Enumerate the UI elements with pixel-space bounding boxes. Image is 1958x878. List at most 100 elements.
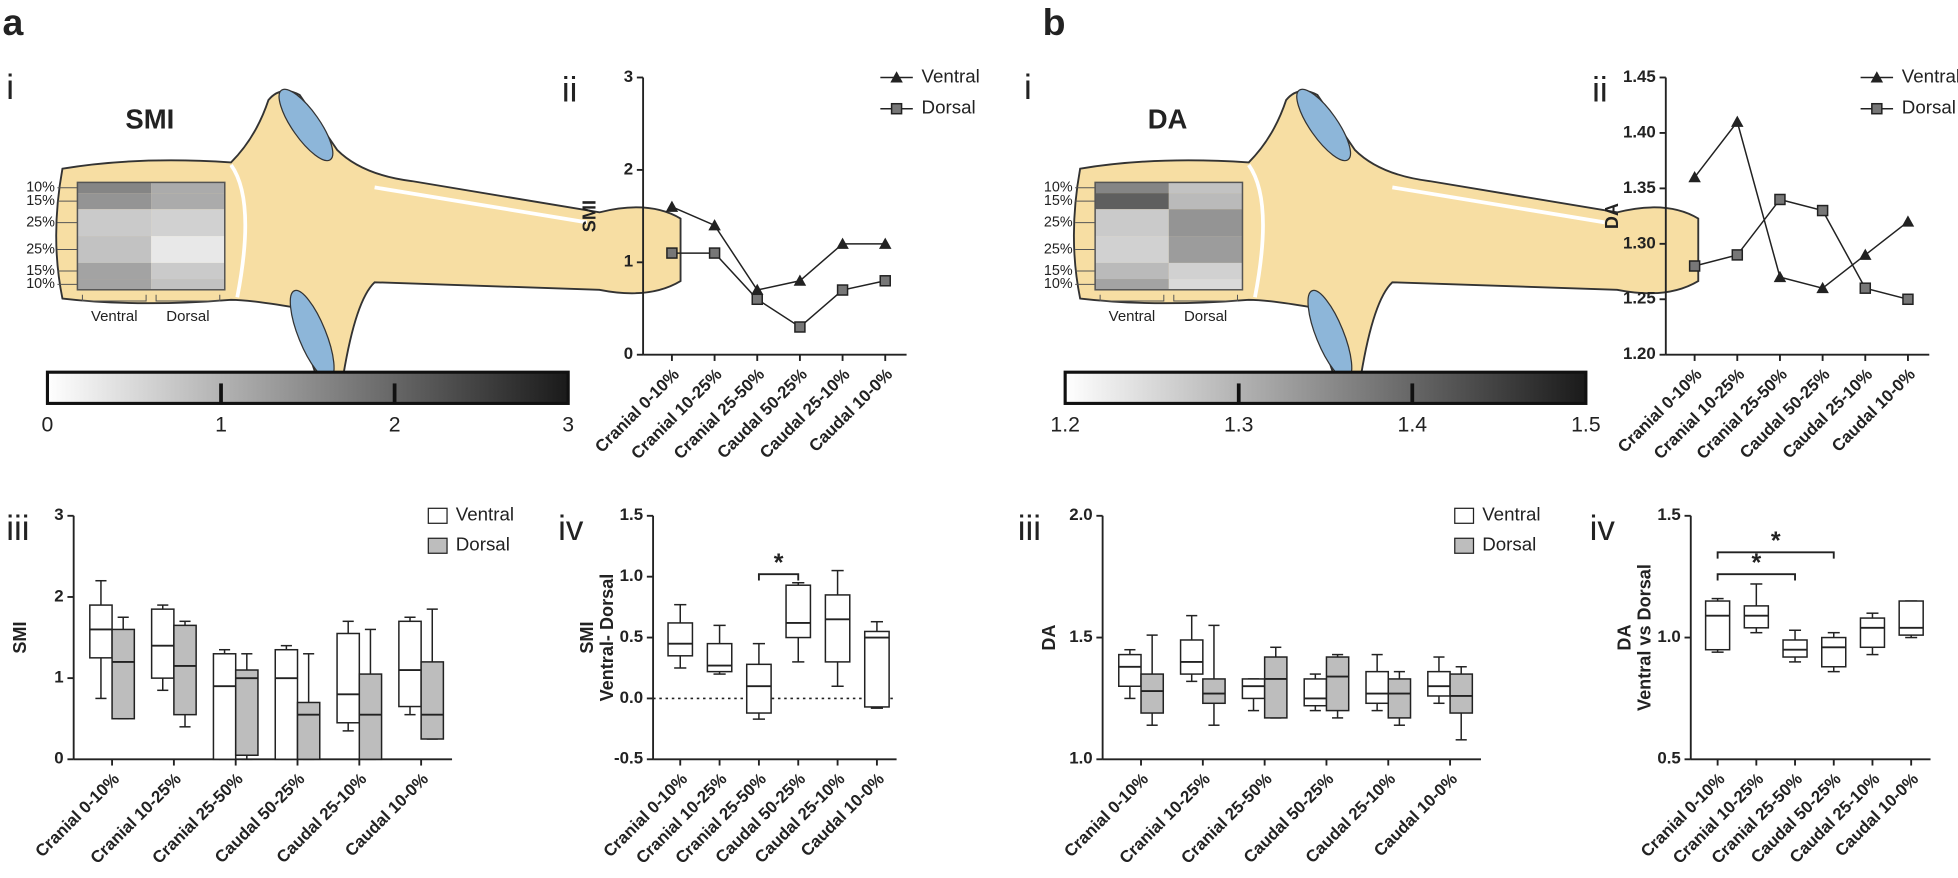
marker	[666, 247, 678, 259]
y-tick-label: 1.0	[1657, 627, 1680, 646]
y-axis-label: Ventral vs Dorsal	[1635, 564, 1655, 711]
marker	[836, 284, 849, 296]
colorbar-tick-label: 1.2	[1050, 413, 1080, 436]
colorbar-tick-label: 1.3	[1224, 413, 1254, 436]
heatmap-cell	[1168, 209, 1243, 237]
marker	[793, 274, 807, 286]
heatmap-cell	[77, 193, 152, 210]
box	[1821, 636, 1847, 668]
heatmap-cell	[77, 236, 152, 263]
heatmap-cell	[1168, 279, 1243, 290]
marker	[1859, 282, 1872, 294]
heatmap-cell	[151, 209, 225, 237]
box	[745, 663, 772, 714]
row-label: 15%	[1044, 263, 1073, 279]
marker	[1731, 115, 1744, 127]
box	[173, 624, 197, 716]
y-tick-label: 1.0	[620, 566, 643, 585]
panel-label: i	[6, 68, 14, 107]
box	[1202, 678, 1226, 705]
box	[1140, 673, 1165, 714]
bracket	[81, 294, 147, 302]
marker	[708, 219, 721, 231]
row-label: 25%	[26, 241, 55, 257]
colorbar-tick-label: 2	[389, 413, 401, 436]
legend-label: Dorsal	[1902, 97, 1956, 118]
y-tick-label: 1	[624, 252, 633, 271]
y-axis-label: SMI	[10, 621, 30, 653]
significance-bar	[1716, 551, 1835, 559]
marker	[1902, 293, 1914, 306]
significance-bar	[757, 573, 800, 581]
heatmap-cell	[77, 262, 152, 280]
figure-label: a	[2, 1, 24, 43]
y-tick-label: 1.5	[1069, 627, 1092, 646]
figure-label: b	[1043, 1, 1066, 43]
series-line	[671, 252, 886, 328]
y-tick-label: 0.0	[620, 688, 643, 707]
series-line	[1694, 120, 1909, 289]
marker	[1870, 71, 1884, 83]
box	[1325, 656, 1350, 712]
y-axis-label: SMI	[577, 621, 597, 653]
heatmap-cell	[1095, 182, 1169, 194]
box	[150, 608, 175, 679]
heatmap-cell	[151, 262, 225, 280]
marker	[1774, 193, 1786, 206]
legend-label: Dorsal	[456, 534, 510, 555]
heatmap-title: DA	[1148, 103, 1188, 134]
y-tick-label: 1.5	[620, 505, 643, 524]
y-tick-label: 2	[624, 159, 633, 178]
heatmap-cell	[77, 182, 152, 194]
marker	[1688, 171, 1701, 183]
panel-label: iii	[1018, 509, 1041, 548]
box	[785, 584, 812, 639]
colorbar-tick-label: 1	[215, 413, 227, 436]
box	[1241, 678, 1266, 700]
panel-label: iv	[558, 509, 584, 548]
heatmap-cell	[1095, 209, 1169, 237]
legend-label: Ventral	[456, 504, 514, 525]
y-tick-label: 2.0	[1069, 505, 1092, 524]
box	[274, 648, 299, 761]
marker	[1816, 204, 1829, 217]
y-tick-label: 1.40	[1623, 122, 1656, 141]
panel-label: ii	[1592, 71, 1608, 110]
marker	[1731, 249, 1744, 261]
box	[336, 632, 361, 724]
marker	[751, 293, 763, 306]
heatmap-cell	[1095, 262, 1169, 280]
heatmap-cell	[1095, 236, 1169, 263]
row-label: 10%	[26, 276, 55, 292]
y-axis-label: Ventral- Dorsal	[597, 574, 617, 702]
y-axis-label: DA	[1615, 624, 1635, 650]
legend-label: Dorsal	[1482, 534, 1536, 555]
heatmap-cell	[151, 279, 225, 290]
colorbar-tick-label: 0	[42, 413, 54, 436]
box	[1704, 600, 1731, 651]
heatmap-title: SMI	[125, 103, 174, 134]
bracket	[155, 294, 221, 302]
significance-label: *	[1771, 527, 1781, 555]
box	[1387, 678, 1412, 719]
marker	[1688, 260, 1701, 272]
box	[1365, 670, 1390, 705]
heatmap-cell	[1168, 193, 1243, 210]
box	[1303, 678, 1328, 707]
heatmap-cell	[151, 182, 225, 194]
heatmap-border	[76, 181, 226, 291]
y-tick-label: 0	[54, 749, 63, 768]
row-label: 15%	[26, 193, 55, 209]
marker	[751, 283, 764, 296]
heatmap-border	[1094, 181, 1244, 291]
heatmap-cell	[1168, 262, 1243, 280]
column-label: Ventral	[1109, 308, 1156, 325]
box	[706, 642, 733, 673]
box	[111, 628, 136, 720]
panel-label: iii	[6, 509, 29, 548]
box	[296, 701, 321, 761]
marker	[890, 102, 903, 115]
colorbar	[45, 370, 570, 405]
